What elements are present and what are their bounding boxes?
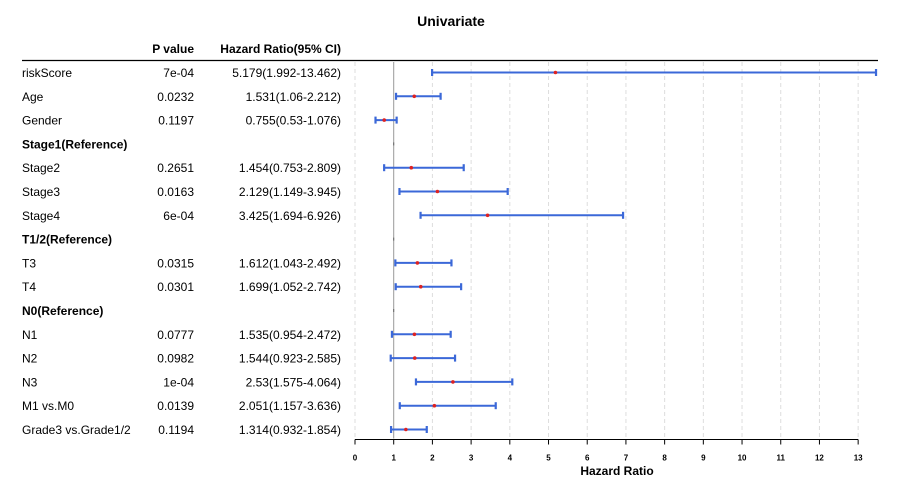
x-tick-label: 7 xyxy=(624,454,629,463)
x-axis: 0 1 2 3 4 5 6 7 8 9 10 11 12 13 xyxy=(353,439,863,463)
x-tick-label: 10 xyxy=(738,454,747,463)
row-label: M1 vs.M0 xyxy=(22,399,74,413)
variable-row: Gender 0.1197 0.755(0.53-1.076) xyxy=(22,114,398,128)
x-tick-label: 3 xyxy=(469,454,474,463)
p-value: 0.2651 xyxy=(157,161,194,175)
row-label: N0(Reference) xyxy=(22,304,103,318)
row-label: T3 xyxy=(22,256,36,270)
row-label: T1/2(Reference) xyxy=(22,233,112,247)
x-tick-label: 13 xyxy=(854,454,863,463)
variable-row: Stage3 0.0163 2.129(1.149-3.945) xyxy=(22,185,509,199)
hazard-ratio-point xyxy=(415,261,420,265)
row-label: N2 xyxy=(22,352,38,366)
row-label: N3 xyxy=(22,375,38,389)
x-tick-label: 2 xyxy=(430,454,435,463)
hazard-ratio-point xyxy=(412,332,417,337)
row-label: Grade3 vs.Grade1/2 xyxy=(22,423,131,437)
x-tick-label: 9 xyxy=(701,454,706,463)
hazard-ratio-text: 5.179(1.992-13.462) xyxy=(232,66,341,80)
hazard-ratio-point xyxy=(485,213,490,218)
variable-row: N3 1e-04 2.53(1.575-4.064) xyxy=(22,375,514,389)
x-tick-label: 0 xyxy=(353,454,358,463)
p-value: 0.0232 xyxy=(157,90,194,104)
hazard-ratio-column-header: Hazard Ratio(95% CI) xyxy=(220,42,341,56)
p-value-column-header: P value xyxy=(152,42,194,56)
p-value: 0.1197 xyxy=(158,114,194,128)
variable-row: Age 0.0232 1.531(1.06-2.212) xyxy=(22,90,442,104)
hazard-ratio-text: 2.53(1.575-4.064) xyxy=(246,375,341,389)
row-label: riskScore xyxy=(22,66,72,80)
x-axis-label: Hazard Ratio xyxy=(580,464,653,478)
row-label: Stage3 xyxy=(22,185,60,199)
hazard-ratio-text: 2.129(1.149-3.945) xyxy=(239,185,341,199)
hazard-ratio-text: 3.425(1.694-6.926) xyxy=(239,209,341,223)
hazard-ratio-text: 1.544(0.923-2.585) xyxy=(239,352,341,366)
row-label: Stage4 xyxy=(22,209,60,223)
hazard-ratio-point xyxy=(553,70,558,75)
hazard-ratio-point xyxy=(451,380,455,384)
x-tick-label: 6 xyxy=(585,454,590,463)
rows-layer: riskScore 7e-04 5.179(1.992-13.462) Age 0.02… xyxy=(22,66,878,437)
x-tick-label: 12 xyxy=(815,454,824,463)
x-tick-label: 4 xyxy=(508,454,513,463)
hazard-ratio-point xyxy=(404,427,408,432)
variable-row: T3 0.0315 1.612(1.043-2.492) xyxy=(22,256,453,270)
p-value: 0.0301 xyxy=(157,280,194,294)
row-label: Gender xyxy=(22,114,62,128)
hazard-ratio-point xyxy=(409,165,414,170)
x-tick-label: 1 xyxy=(391,454,396,463)
hazard-ratio-text: 2.051(1.157-3.636) xyxy=(239,399,341,413)
x-tick-label: 5 xyxy=(546,454,551,463)
variable-row: N1 0.0777 1.535(0.954-2.472) xyxy=(22,328,452,342)
chart-title: Univariate xyxy=(417,13,485,29)
reference-group-row: T1/2(Reference) xyxy=(22,233,395,247)
variable-row: N2 0.0982 1.544(0.923-2.585) xyxy=(22,352,457,366)
variable-row: M1 vs.M0 0.0139 2.051(1.157-3.636) xyxy=(22,399,497,413)
variable-row: Grade3 vs.Grade1/2 0.1194 1.314(0.932-1.85… xyxy=(22,423,428,437)
row-label: Age xyxy=(22,90,44,104)
p-value: 1e-04 xyxy=(163,375,194,389)
hazard-ratio-point xyxy=(432,403,437,408)
p-value: 0.0777 xyxy=(157,328,194,342)
hazard-ratio-text: 1.314(0.932-1.854) xyxy=(239,423,341,437)
hazard-ratio-text: 1.535(0.954-2.472) xyxy=(239,328,341,342)
row-label: N1 xyxy=(22,328,38,342)
hazard-ratio-text: 1.612(1.043-2.492) xyxy=(239,256,341,270)
p-value: 0.0139 xyxy=(157,399,194,413)
hazard-ratio-point xyxy=(412,356,417,360)
grid-layer xyxy=(354,62,859,439)
x-tick-label: 8 xyxy=(662,454,667,463)
hazard-ratio-text: 1.531(1.06-2.212) xyxy=(246,90,341,104)
p-value: 0.0315 xyxy=(157,256,194,270)
hazard-ratio-point xyxy=(435,189,440,194)
hazard-ratio-text: 1.454(0.753-2.809) xyxy=(239,161,341,175)
p-value: 7e-04 xyxy=(163,66,194,80)
row-label: Stage1(Reference) xyxy=(22,137,127,151)
variable-row: Stage4 6e-04 3.425(1.694-6.926) xyxy=(22,209,625,223)
x-tick-label: 11 xyxy=(777,454,786,463)
reference-group-row: N0(Reference) xyxy=(22,304,395,318)
p-value: 0.0982 xyxy=(157,352,194,366)
reference-group-row: Stage1(Reference) xyxy=(22,137,395,151)
hazard-ratio-point xyxy=(412,94,417,99)
p-value: 0.1194 xyxy=(158,423,194,437)
variable-row: Stage2 0.2651 1.454(0.753-2.809) xyxy=(22,161,465,175)
hazard-ratio-point xyxy=(418,284,423,289)
variable-row: T4 0.0301 1.699(1.052-2.742) xyxy=(22,280,463,294)
hazard-ratio-text: 0.755(0.53-1.076) xyxy=(246,114,341,128)
hazard-ratio-point xyxy=(382,118,387,122)
hazard-ratio-text: 1.699(1.052-2.742) xyxy=(239,280,341,294)
row-label: Stage2 xyxy=(22,161,60,175)
variable-row: riskScore 7e-04 5.179(1.992-13.462) xyxy=(22,66,878,80)
row-label: T4 xyxy=(22,280,36,294)
p-value: 6e-04 xyxy=(163,209,194,223)
p-value: 0.0163 xyxy=(157,185,194,199)
